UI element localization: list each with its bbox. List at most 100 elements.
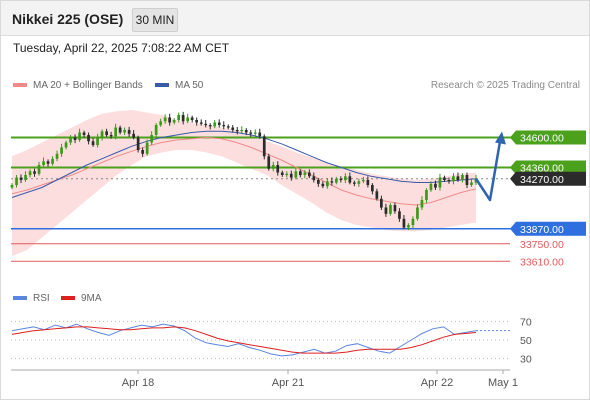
candle-body bbox=[312, 176, 316, 181]
candle-body bbox=[37, 165, 41, 174]
candle-body bbox=[447, 180, 451, 182]
candle-body bbox=[100, 131, 104, 138]
candle-body bbox=[159, 121, 162, 126]
candle-body bbox=[393, 205, 397, 212]
candle-body bbox=[429, 183, 433, 191]
candle-body bbox=[114, 127, 117, 137]
candle-body bbox=[172, 120, 176, 123]
candle-body bbox=[123, 130, 126, 133]
candle-body bbox=[109, 135, 113, 137]
ma50-line bbox=[11, 130, 477, 198]
bollinger-band-area bbox=[12, 110, 476, 257]
candle-body bbox=[438, 177, 442, 188]
candle-body bbox=[398, 211, 401, 219]
candle-body bbox=[199, 122, 203, 124]
legend-bollinger-label: MA 20 + Bollinger Bands bbox=[33, 80, 143, 91]
candle-body bbox=[181, 115, 185, 122]
legend-rsi-label: RSI bbox=[33, 293, 50, 304]
candle-body bbox=[253, 132, 257, 134]
x-tick-label: May 1 bbox=[488, 377, 518, 389]
candle-body bbox=[64, 142, 68, 148]
candle-body bbox=[190, 117, 194, 120]
candle-body bbox=[330, 181, 334, 183]
candle-body bbox=[226, 126, 230, 128]
candle-body bbox=[145, 142, 149, 154]
candle-body bbox=[285, 173, 289, 176]
candle-body bbox=[222, 125, 226, 127]
x-tick-label: Apr 18 bbox=[122, 377, 154, 389]
candle-body bbox=[317, 180, 320, 184]
chart-header: Nikkei 225 (OSE) 30 MIN bbox=[1, 1, 589, 36]
legend-rsi-ma: 9MA bbox=[61, 293, 102, 304]
rsi-series-line-0 bbox=[11, 323, 477, 357]
candle-body bbox=[249, 132, 253, 134]
candle-body bbox=[217, 122, 221, 125]
candle-body bbox=[118, 127, 122, 133]
rsi-tick-label: 70 bbox=[520, 316, 532, 328]
candle-body bbox=[10, 185, 14, 188]
candle-body bbox=[154, 125, 158, 135]
candle-body bbox=[443, 177, 446, 180]
legend-bollinger: MA 20 + Bollinger Bands bbox=[13, 80, 143, 91]
candle-body bbox=[308, 172, 311, 177]
candle-body bbox=[78, 132, 81, 140]
level-label-5: 33610.00 bbox=[520, 256, 564, 268]
rsi-ma-swatch bbox=[61, 296, 75, 301]
candle-body bbox=[267, 156, 271, 169]
x-tick-label: Apr 21 bbox=[272, 377, 304, 389]
level-label-3: 33870.00 bbox=[520, 224, 564, 236]
candle-body bbox=[425, 190, 428, 200]
candle-body bbox=[46, 161, 50, 164]
candle-body bbox=[163, 117, 167, 122]
candle-body bbox=[208, 125, 212, 127]
candle-body bbox=[186, 117, 189, 122]
candle-body bbox=[276, 165, 280, 173]
candle-body bbox=[303, 172, 307, 175]
candle-body bbox=[127, 130, 131, 134]
level-label-bg-1 bbox=[510, 160, 586, 175]
candle-body bbox=[371, 185, 374, 192]
timeframe-button[interactable]: 30 MIN bbox=[132, 8, 178, 32]
candle-body bbox=[353, 182, 356, 184]
candle-body bbox=[136, 137, 140, 150]
candle-body bbox=[348, 176, 352, 183]
candle-body bbox=[271, 165, 275, 169]
candle-body bbox=[321, 183, 325, 187]
level-label-2: 34270.00 bbox=[520, 174, 564, 186]
candle-body bbox=[384, 207, 388, 214]
candle-body bbox=[280, 172, 284, 175]
forecast-arrow bbox=[474, 141, 502, 202]
candle-body bbox=[105, 131, 108, 136]
candle-body bbox=[389, 205, 392, 214]
candle-body bbox=[339, 178, 343, 181]
candle-body bbox=[73, 137, 77, 140]
candle-body bbox=[366, 180, 370, 185]
candle-body bbox=[69, 137, 72, 143]
x-tick-label: Apr 22 bbox=[421, 377, 453, 389]
candle-body bbox=[294, 171, 298, 178]
candle-body bbox=[15, 177, 18, 185]
level-label-4: 33750.00 bbox=[520, 239, 564, 251]
candle-body bbox=[213, 122, 217, 127]
candle-body bbox=[362, 180, 365, 182]
forecast-arrowhead bbox=[495, 131, 506, 145]
candle-body bbox=[470, 182, 473, 185]
candle-body bbox=[28, 171, 32, 176]
candle-body bbox=[51, 158, 54, 164]
candle-body bbox=[150, 135, 153, 143]
candle-body bbox=[461, 175, 464, 180]
candle-body bbox=[344, 176, 347, 181]
candle-body bbox=[258, 132, 262, 137]
legend-rsi: RSI bbox=[13, 293, 50, 304]
candle-body bbox=[375, 191, 379, 199]
candle-body bbox=[380, 198, 383, 208]
candle-body bbox=[195, 120, 198, 123]
legend-ma50: MA 50 bbox=[155, 80, 203, 91]
candle-body bbox=[177, 115, 180, 120]
instrument-title: Nikkei 225 (OSE) bbox=[12, 11, 124, 27]
rsi-series-line-1 bbox=[11, 326, 477, 354]
candle-body bbox=[452, 176, 455, 182]
candle-body bbox=[465, 175, 469, 185]
candle-body bbox=[24, 175, 27, 180]
